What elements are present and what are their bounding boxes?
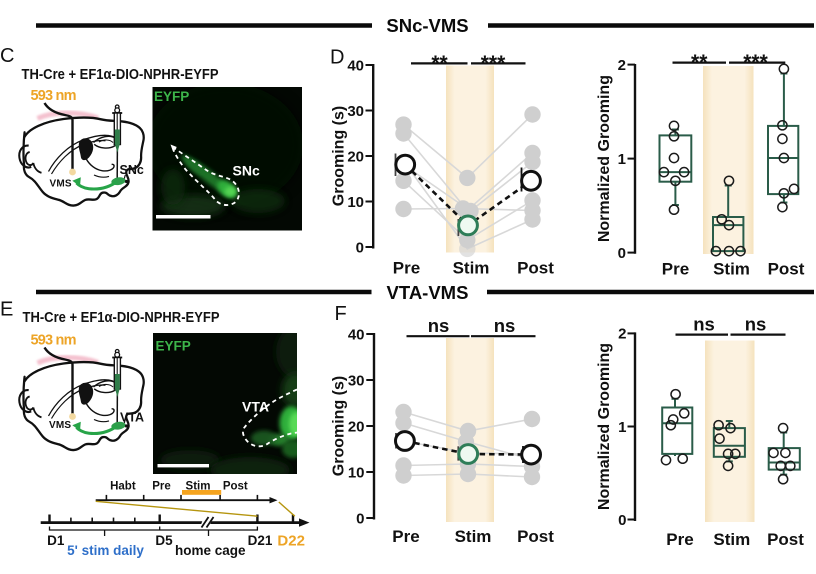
- svg-text:VTA: VTA: [120, 411, 144, 425]
- svg-text:Normalized Grooming: Normalized Grooming: [596, 343, 613, 510]
- svg-text:0: 0: [618, 512, 626, 529]
- svg-text:ns: ns: [428, 315, 450, 336]
- svg-text:**: **: [431, 52, 448, 75]
- svg-text:20: 20: [347, 148, 364, 165]
- svg-text:0: 0: [356, 239, 364, 256]
- svg-text:5' stim daily: 5' stim daily: [67, 543, 144, 558]
- svg-text:VMS: VMS: [50, 179, 72, 190]
- svg-text:EYFP: EYFP: [156, 339, 191, 354]
- svg-text:30: 30: [348, 372, 365, 389]
- svg-text:D21: D21: [248, 533, 273, 548]
- svg-text:Stim: Stim: [713, 260, 750, 279]
- svg-text:593 nm: 593 nm: [31, 88, 77, 104]
- svg-text:***: ***: [743, 51, 768, 74]
- svg-text:40: 40: [347, 57, 364, 74]
- svg-text:SNc: SNc: [120, 163, 144, 177]
- svg-text:TH-Cre + EF1α-DIO-NPHR-EYFP: TH-Cre + EF1α-DIO-NPHR-EYFP: [22, 67, 219, 83]
- svg-text:Pre: Pre: [666, 530, 693, 549]
- svg-text:ns: ns: [745, 314, 767, 335]
- svg-text:20: 20: [348, 418, 365, 435]
- svg-text:Post: Post: [768, 260, 805, 279]
- svg-text:Stim: Stim: [186, 481, 211, 493]
- svg-text:10: 10: [348, 464, 365, 481]
- svg-text:C: C: [0, 45, 14, 67]
- svg-text:Pre: Pre: [152, 481, 171, 493]
- svg-text:VMS: VMS: [49, 420, 71, 431]
- svg-text:2: 2: [618, 57, 626, 74]
- svg-text:1: 1: [618, 419, 626, 436]
- svg-text:SNc: SNc: [233, 163, 260, 179]
- svg-text:10: 10: [347, 194, 364, 211]
- svg-text:ns: ns: [494, 315, 516, 336]
- svg-text:***: ***: [481, 52, 506, 75]
- svg-text:Stim: Stim: [713, 530, 750, 549]
- svg-text:Pre: Pre: [393, 259, 420, 278]
- svg-text:Pre: Pre: [392, 527, 419, 546]
- svg-text:0: 0: [618, 245, 626, 262]
- svg-text:593 nm: 593 nm: [31, 333, 77, 349]
- svg-text:Pre: Pre: [662, 260, 689, 279]
- svg-text:**: **: [691, 51, 708, 74]
- svg-text:1: 1: [618, 151, 626, 168]
- svg-text:2: 2: [618, 326, 626, 343]
- svg-text:D: D: [330, 47, 344, 69]
- svg-text:Post: Post: [767, 530, 804, 549]
- svg-text:0: 0: [356, 510, 364, 527]
- svg-text:30: 30: [347, 103, 364, 120]
- svg-text:D1: D1: [47, 533, 65, 548]
- svg-text:TH-Cre + EF1α-DIO-NPHR-EYFP: TH-Cre + EF1α-DIO-NPHR-EYFP: [23, 310, 220, 326]
- svg-text:F: F: [335, 303, 347, 325]
- svg-text:SNc-VMS: SNc-VMS: [386, 15, 468, 36]
- svg-text:40: 40: [348, 326, 365, 343]
- svg-text:Post: Post: [517, 259, 554, 278]
- svg-text:Grooming (s): Grooming (s): [331, 106, 348, 206]
- svg-text:VTA: VTA: [242, 399, 269, 415]
- svg-text:Stim: Stim: [453, 259, 490, 278]
- svg-text:D5: D5: [155, 533, 173, 548]
- svg-text:E: E: [0, 299, 13, 321]
- svg-text:VTA-VMS: VTA-VMS: [387, 282, 469, 303]
- svg-text:Habt: Habt: [110, 481, 136, 493]
- svg-text:Post: Post: [223, 481, 248, 493]
- svg-text:Grooming (s): Grooming (s): [331, 376, 348, 476]
- svg-text:D22: D22: [277, 533, 305, 550]
- svg-text:Normalized Grooming: Normalized Grooming: [596, 75, 613, 242]
- svg-text:ns: ns: [693, 314, 715, 335]
- svg-text:Post: Post: [517, 527, 554, 546]
- svg-text:home cage: home cage: [175, 543, 246, 558]
- svg-text:EYFP: EYFP: [154, 89, 189, 104]
- svg-text:Stim: Stim: [455, 527, 492, 546]
